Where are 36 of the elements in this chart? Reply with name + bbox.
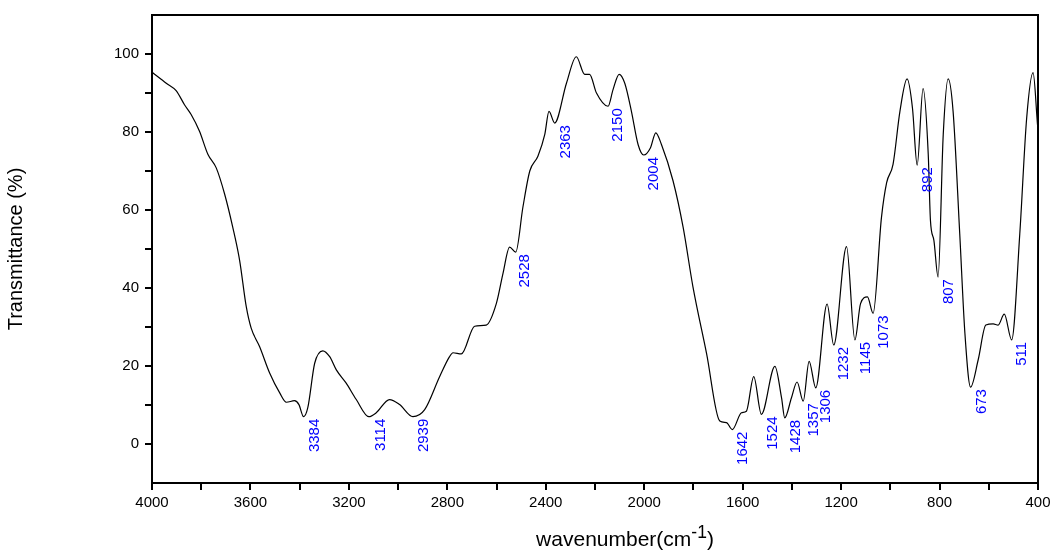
annotation: 1357 [803,403,821,437]
x-tick-label: 400 [1025,493,1051,511]
annotation: 1524 [762,416,780,450]
y-axis-title: Transmittance (%) [3,167,26,331]
y-tick-label: 100 [113,44,139,62]
annotation: 1145 [855,341,873,375]
annotation: 807 [938,279,956,305]
annotation: 2150 [608,108,626,142]
annotation: 1232 [834,346,852,381]
annotation: 3384 [304,418,322,453]
annotation: 1642 [733,431,751,465]
x-tick-label: 3200 [332,493,366,511]
x-tick-label: 2000 [627,493,661,511]
x-tick-label: 4000 [135,493,169,511]
annotation: 2528 [515,254,533,288]
x-tick-label: 1600 [725,493,760,511]
y-tick-label: 0 [130,434,139,452]
x-tick-label: 3600 [233,493,268,511]
x-tick-label: 1200 [824,493,858,511]
annotation: 673 [971,389,989,415]
annotation: 892 [918,167,936,193]
y-tick-label: 80 [122,122,139,140]
annotation: 2004 [644,157,662,191]
annotation: 1073 [873,315,891,349]
annotation: 2939 [414,418,432,453]
y-tick-label: 60 [122,200,139,218]
x-tick-label: 2800 [430,493,465,511]
annotation: 1428 [786,419,804,454]
x-tick-label: 800 [927,493,953,511]
x-axis-title: wavenumber(cm$^{-1}$) [536,522,714,551]
annotation: 3114 [371,418,389,451]
x-tick-label: 2400 [529,493,563,511]
y-tick-label: 20 [122,356,139,374]
annotation: 511 [1011,341,1029,366]
y-tick-label: 40 [122,278,139,296]
annotation: 2363 [556,125,574,159]
